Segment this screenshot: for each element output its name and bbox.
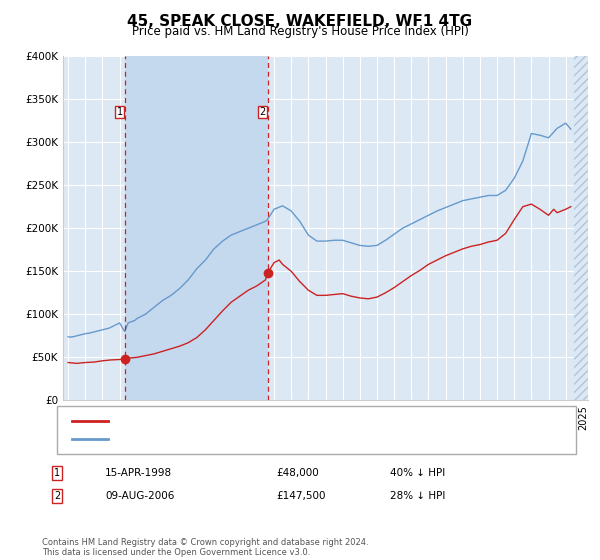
Text: 09-AUG-2006: 09-AUG-2006	[105, 491, 175, 501]
Text: 45, SPEAK CLOSE, WAKEFIELD, WF1 4TG: 45, SPEAK CLOSE, WAKEFIELD, WF1 4TG	[127, 14, 473, 29]
Text: 40% ↓ HPI: 40% ↓ HPI	[390, 468, 445, 478]
Text: 2: 2	[260, 107, 266, 117]
Text: Price paid vs. HM Land Registry's House Price Index (HPI): Price paid vs. HM Land Registry's House …	[131, 25, 469, 38]
Text: HPI: Average price, detached house, Wakefield: HPI: Average price, detached house, Wake…	[114, 434, 358, 444]
Bar	[574, 56, 588, 400]
Text: 28% ↓ HPI: 28% ↓ HPI	[390, 491, 445, 501]
Text: 2: 2	[54, 491, 60, 501]
Bar	[125, 56, 268, 400]
Text: 15-APR-1998: 15-APR-1998	[105, 468, 172, 478]
Text: 1: 1	[54, 468, 60, 478]
Text: Contains HM Land Registry data © Crown copyright and database right 2024.
This d: Contains HM Land Registry data © Crown c…	[42, 538, 368, 557]
Text: 45, SPEAK CLOSE, WAKEFIELD, WF1 4TG (detached house): 45, SPEAK CLOSE, WAKEFIELD, WF1 4TG (det…	[114, 416, 419, 426]
Text: £48,000: £48,000	[276, 468, 319, 478]
Text: £147,500: £147,500	[276, 491, 325, 501]
Text: 1: 1	[117, 107, 123, 117]
